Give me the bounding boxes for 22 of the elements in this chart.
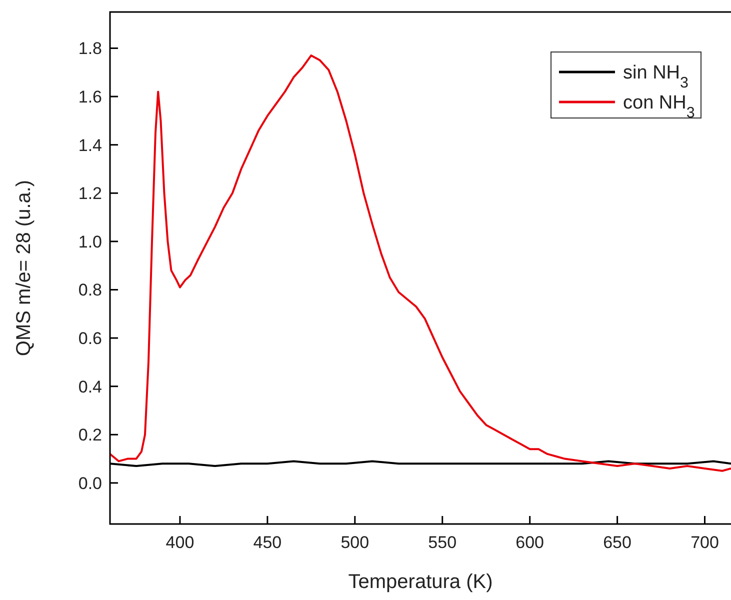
x-tick-label: 550 <box>428 533 457 552</box>
x-tick-label: 400 <box>166 533 194 552</box>
y-tick-label: 1.2 <box>78 184 102 204</box>
y-tick-label: 0.8 <box>78 280 102 300</box>
x-tick-label: 650 <box>603 533 632 552</box>
y-tick-label: 1.8 <box>78 39 102 58</box>
x-axis-title: Temperatura (K) <box>348 571 493 593</box>
y-tick-label: 1.4 <box>78 136 102 155</box>
y-tick-label: 1.0 <box>78 232 102 252</box>
y-tick-label: 0.2 <box>78 426 102 445</box>
y-tick-label: 0.4 <box>78 377 102 396</box>
x-tick-label: 500 <box>340 533 370 552</box>
y-tick-label: 0.0 <box>78 474 102 493</box>
x-tick-label: 450 <box>253 533 282 552</box>
x-tick-label: 600 <box>516 533 544 552</box>
y-axis-title: QMS m/e= 28 (u.a.) <box>13 180 35 356</box>
y-tick-label: 0.6 <box>78 328 102 348</box>
y-tick-label: 1.6 <box>78 87 102 106</box>
x-tick-label: 700 <box>690 533 719 552</box>
legend-label: con NH$_{3}$ <box>623 92 695 122</box>
legend-label: sin NH$_{3}$ <box>623 62 688 92</box>
line-series <box>110 54 731 472</box>
